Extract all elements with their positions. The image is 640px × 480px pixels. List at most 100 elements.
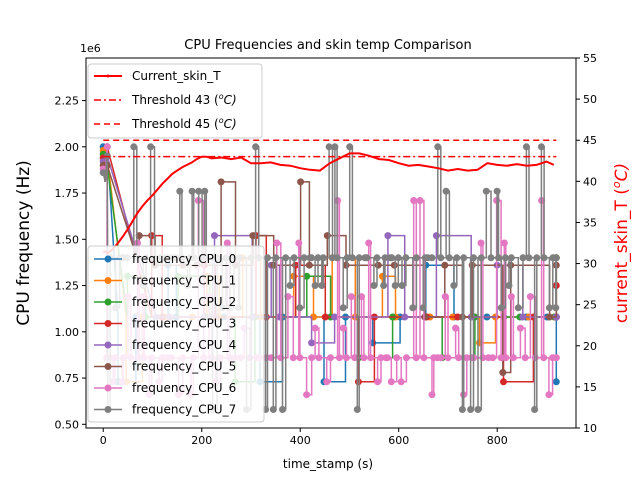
data-point <box>412 254 420 262</box>
data-point <box>460 254 468 262</box>
data-point <box>331 143 339 151</box>
data-point <box>343 354 350 362</box>
data-point <box>147 143 155 151</box>
data-point <box>477 254 485 262</box>
data-point <box>487 254 495 262</box>
legend-freq-marker <box>104 406 112 413</box>
data-point <box>373 254 381 262</box>
data-point <box>391 282 399 289</box>
legend-freq-label: frequency_CPU_1 <box>132 274 236 288</box>
data-point <box>195 187 203 195</box>
data-point <box>384 232 392 240</box>
data-point <box>303 391 311 399</box>
data-point <box>545 304 553 312</box>
x-axis-label: time_stamp (s) <box>283 457 373 471</box>
data-point <box>377 354 385 362</box>
data-point <box>217 178 225 186</box>
data-point <box>308 354 316 362</box>
data-point <box>331 313 339 321</box>
data-point <box>495 254 502 262</box>
data-point <box>442 187 450 195</box>
legend-temp-label: Threshold 45 (oC) <box>131 116 237 131</box>
legend-freq-label: frequency_CPU_5 <box>132 360 236 374</box>
data-point <box>394 254 402 262</box>
data-point <box>286 282 294 289</box>
y-right-tick-label: 35 <box>583 216 597 229</box>
y-right-tick-label: 45 <box>583 134 597 147</box>
data-point <box>318 282 326 289</box>
data-point <box>409 304 417 312</box>
data-point <box>519 313 527 321</box>
data-point <box>252 143 260 151</box>
data-point <box>502 354 510 362</box>
data-point <box>296 304 304 312</box>
data-point <box>327 354 334 362</box>
data-point <box>526 293 534 301</box>
legend-temperature: Current_skin_T Threshold 43 (oC) Threshold… <box>87 63 263 139</box>
data-point <box>347 293 355 301</box>
legend-temp-label: Current_skin_T <box>132 69 221 83</box>
data-point <box>380 282 388 289</box>
data-point <box>354 378 362 386</box>
legend-freq-label: frequency_CPU_2 <box>132 295 236 309</box>
data-point <box>552 254 560 262</box>
data-point <box>421 313 429 321</box>
x-tick-label: 600 <box>388 434 409 447</box>
data-point <box>470 254 477 262</box>
y-right-tick-label: 55 <box>583 52 597 65</box>
x-tick-label: 200 <box>191 434 212 447</box>
legend-freq-label: frequency_CPU_6 <box>132 381 236 395</box>
data-point <box>428 254 436 262</box>
data-point <box>282 254 290 262</box>
data-point <box>437 354 445 362</box>
y-right-tick-label: 10 <box>583 422 597 435</box>
data-point <box>314 254 322 262</box>
data-point <box>428 391 436 399</box>
legend-freq-marker <box>104 341 112 349</box>
data-point <box>339 304 347 312</box>
data-point <box>458 406 466 413</box>
y-right-tick-label: 30 <box>583 258 597 271</box>
data-point <box>381 254 389 262</box>
y-left-tick-label: 1.50 <box>55 233 80 246</box>
legend-temp-label: Threshold 43 (oC) <box>131 92 237 107</box>
data-point <box>500 378 507 386</box>
data-point <box>533 254 541 262</box>
data-point <box>419 304 427 312</box>
data-point <box>343 254 351 262</box>
data-point <box>552 378 560 386</box>
data-point <box>445 254 453 262</box>
data-point <box>420 354 428 362</box>
legend-frequency: frequency_CPU_0 frequency_CPU_1 frequency_… <box>87 245 265 423</box>
data-point <box>319 254 327 262</box>
data-point <box>374 378 382 386</box>
data-point <box>325 143 333 151</box>
data-point <box>333 254 341 262</box>
y-left-tick-label: 2.00 <box>55 141 80 154</box>
y-right-tick-label: 20 <box>583 340 597 353</box>
data-point <box>264 254 271 262</box>
data-point <box>360 354 368 362</box>
axes: 0 200 400 600 800 0.50 0.75 1.00 1.25 1.50 1.75 2.0… <box>55 52 598 447</box>
data-point <box>516 324 524 332</box>
legend-temp-frame <box>87 63 263 139</box>
data-point <box>434 143 442 151</box>
data-point <box>99 169 107 177</box>
data-point <box>383 354 391 362</box>
data-point <box>514 304 522 312</box>
legend-freq-label: frequency_CPU_3 <box>132 317 236 331</box>
data-point <box>501 254 509 262</box>
data-point <box>509 354 517 362</box>
data-point <box>370 282 378 289</box>
data-point <box>432 232 440 240</box>
data-point <box>521 354 529 362</box>
data-point <box>355 254 363 262</box>
data-point <box>308 254 315 262</box>
data-point <box>323 378 331 386</box>
data-point <box>272 254 280 262</box>
y-axis-right-label: current_skin_T (oC) <box>610 163 632 323</box>
y-left-tick-label: 1.75 <box>55 187 80 200</box>
data-point <box>397 378 405 386</box>
data-point <box>295 239 303 247</box>
